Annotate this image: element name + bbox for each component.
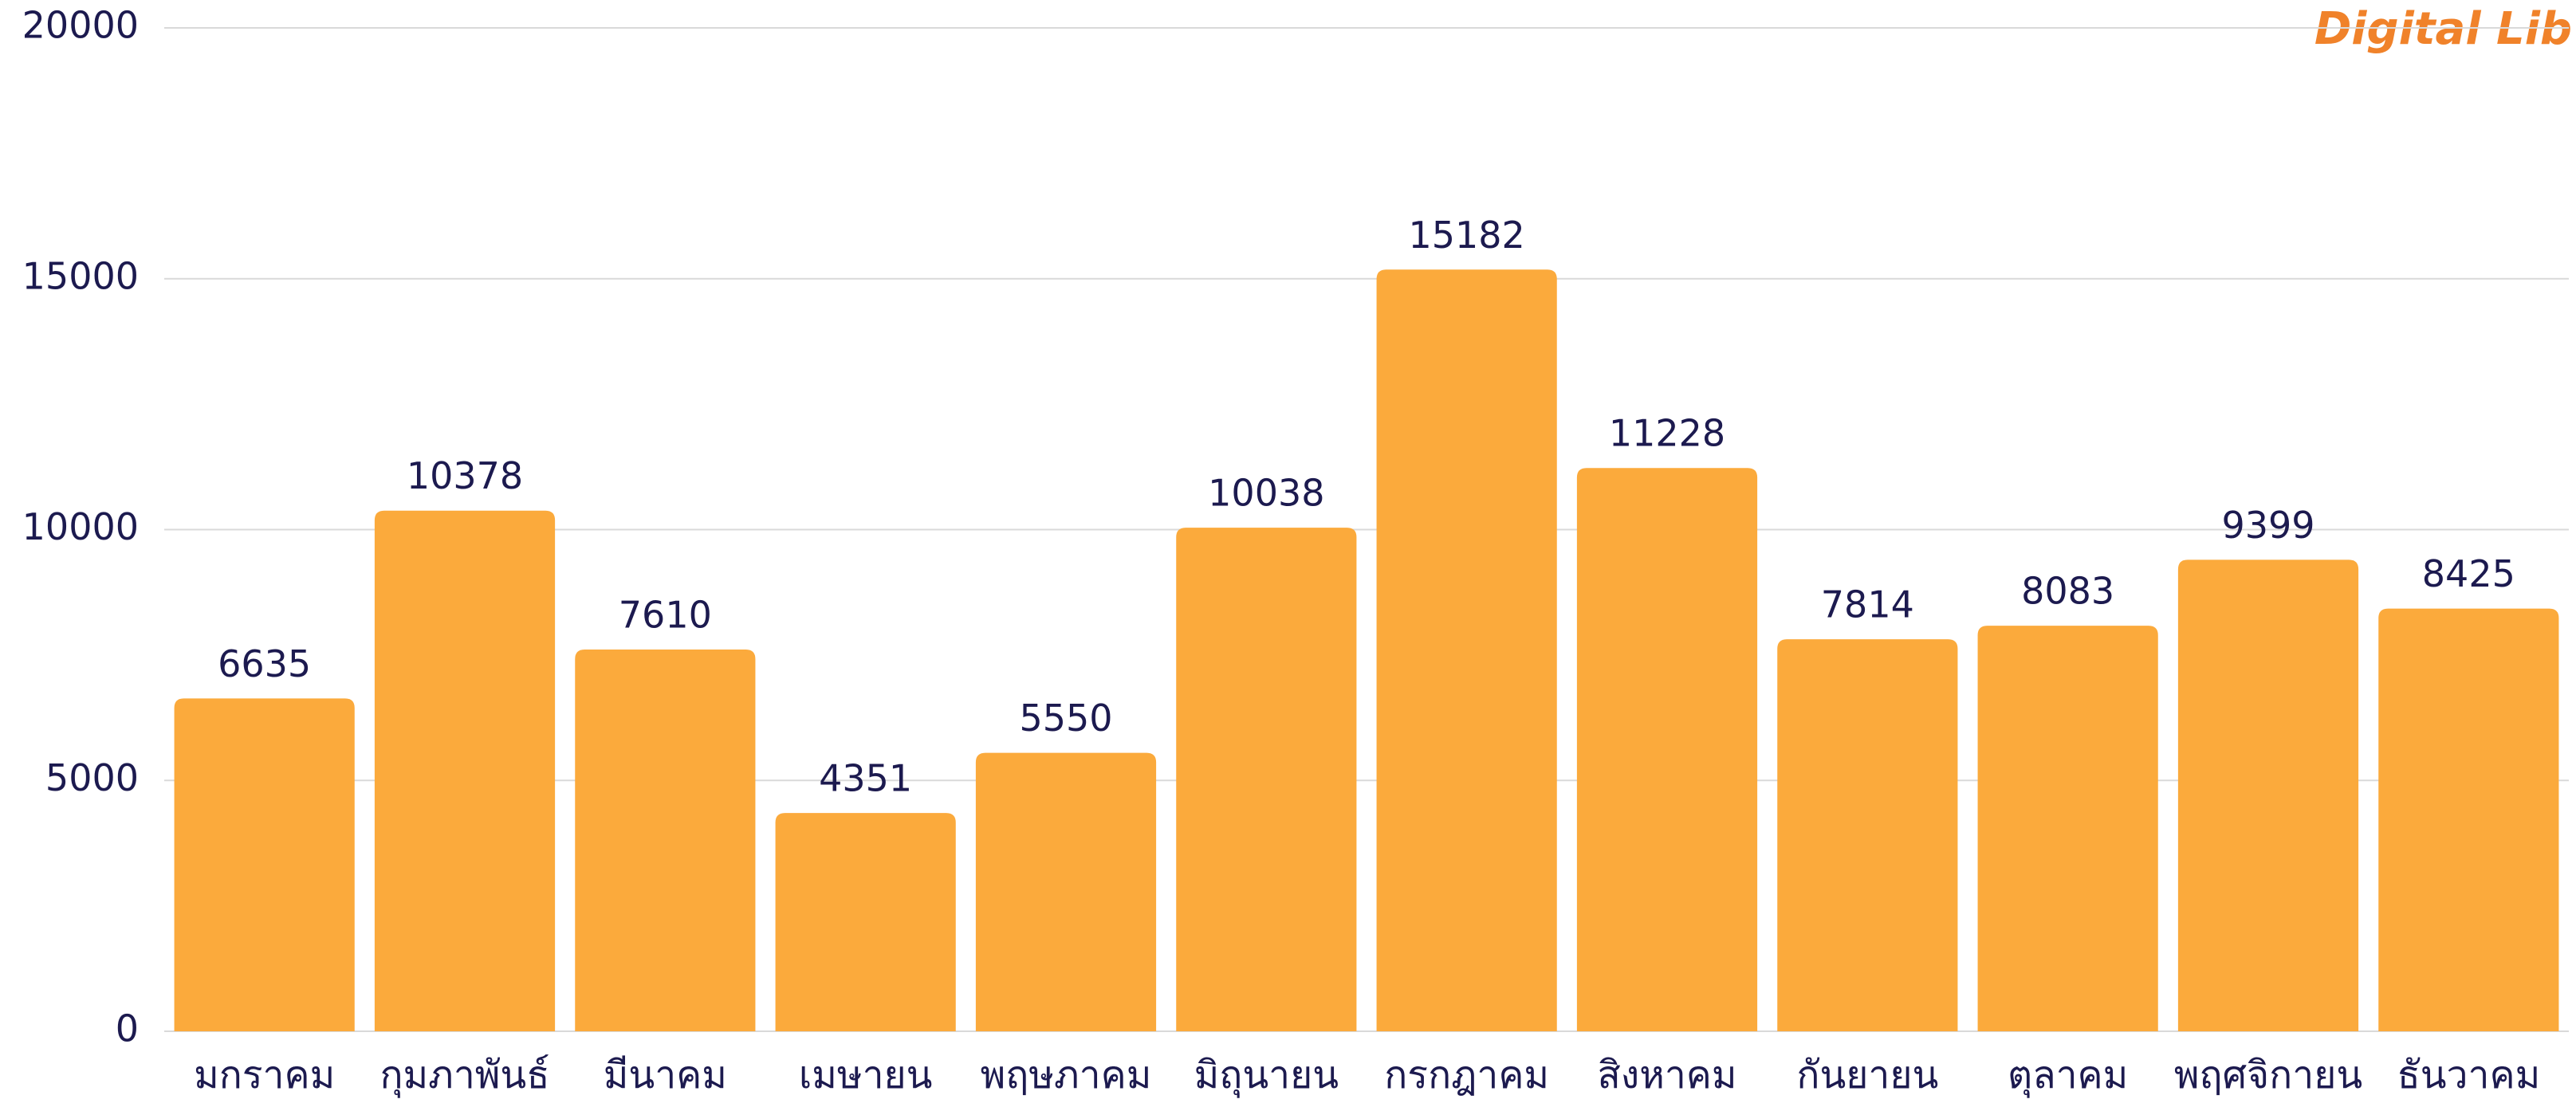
y-tick-label: 15000 (22, 254, 139, 297)
bar (174, 698, 355, 1031)
bar (374, 510, 556, 1031)
x-tick-label: มีนาคม (604, 1053, 727, 1097)
value-label: 7814 (1821, 583, 1914, 626)
bar (1176, 528, 1357, 1031)
bar (2378, 608, 2559, 1031)
x-tick-label: เมษายน (799, 1053, 933, 1097)
value-label: 8083 (2021, 570, 2114, 613)
bar (775, 813, 956, 1031)
value-label: 4351 (819, 757, 912, 800)
logo: Digital Lib (2314, 3, 2572, 55)
value-label: 10378 (407, 454, 523, 497)
x-tick-label: กุมภาพันธ์ (380, 1053, 549, 1098)
x-tick-label: กันยายน (1796, 1053, 1938, 1097)
bar (1576, 468, 1758, 1031)
x-tick-label: มกราคม (194, 1053, 335, 1097)
value-label: 11228 (1609, 412, 1725, 455)
x-tick-label: ตุลาคม (2008, 1053, 2128, 1098)
y-tick-label: 5000 (45, 756, 139, 799)
bar (1977, 626, 2158, 1031)
bar (1777, 639, 1958, 1031)
value-label: 9399 (2221, 504, 2314, 547)
x-tick-label: กรกฎาคม (1384, 1053, 1549, 1097)
bar (1376, 269, 1557, 1031)
x-tick-label: ธันวาคม (2397, 1053, 2540, 1097)
value-label: 5550 (1019, 697, 1112, 740)
x-tick-label: พฤศจิกายน (2174, 1053, 2362, 1097)
value-label: 15182 (1408, 214, 1524, 257)
x-tick-label: พฤษภาคม (981, 1053, 1152, 1097)
x-tick-label: สิงหาคม (1597, 1053, 1736, 1097)
bar (575, 649, 756, 1031)
bar (2177, 559, 2359, 1031)
value-label: 6635 (218, 642, 311, 685)
x-tick-label: มิถุนายน (1194, 1053, 1339, 1098)
bar (975, 752, 1157, 1031)
value-label: 7610 (619, 593, 712, 636)
y-tick-label: 20000 (22, 4, 139, 47)
value-label: 8425 (2422, 552, 2515, 595)
y-tick-label: 10000 (22, 505, 139, 548)
value-label: 10038 (1208, 472, 1324, 515)
y-tick-label: 0 (116, 1007, 139, 1050)
